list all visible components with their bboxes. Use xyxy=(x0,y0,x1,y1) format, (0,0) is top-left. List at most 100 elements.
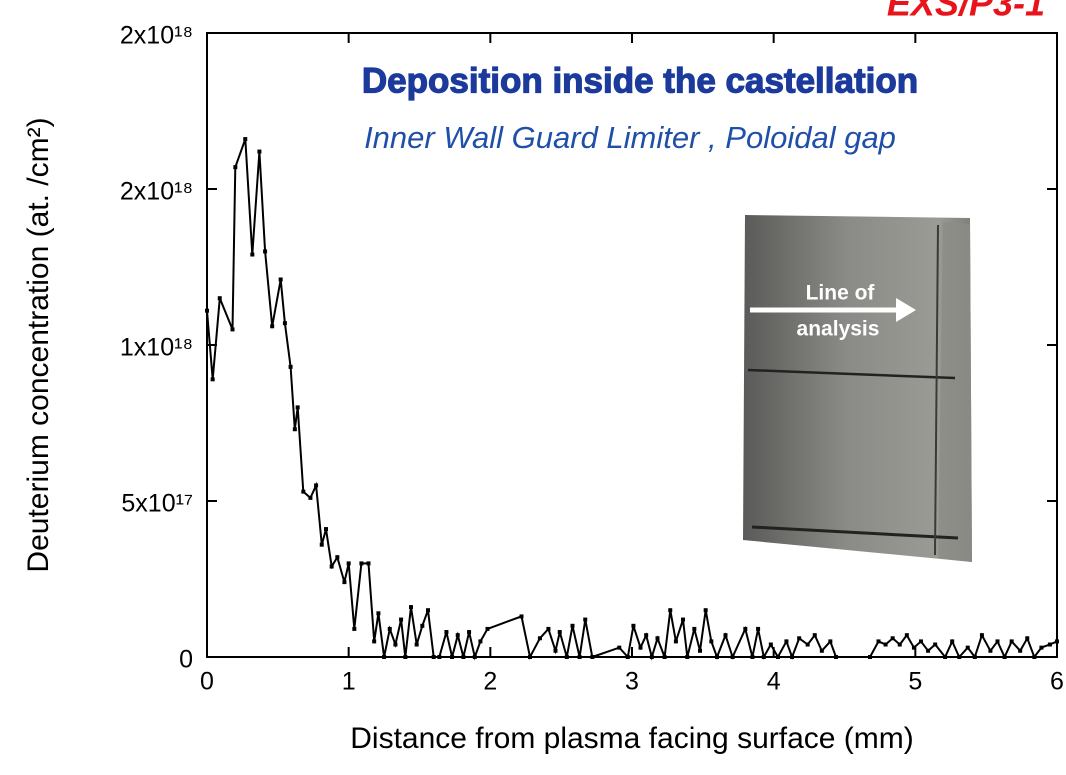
data-point xyxy=(571,624,575,628)
x-tick-label: 2 xyxy=(483,668,497,696)
data-point xyxy=(776,655,780,659)
data-point xyxy=(933,643,937,647)
data-point xyxy=(432,655,436,659)
data-point xyxy=(877,639,881,643)
data-point xyxy=(335,555,339,559)
data-point xyxy=(919,639,923,643)
x-tick-label: 0 xyxy=(200,668,214,696)
y-axis-title: Deuterium concentration (at. /cm²) xyxy=(22,117,55,572)
data-point xyxy=(1039,646,1043,650)
data-point xyxy=(263,249,267,253)
data-point xyxy=(905,633,909,637)
y-tick-label: 0 xyxy=(179,646,193,674)
data-point xyxy=(250,253,254,257)
data-point xyxy=(565,655,569,659)
data-point xyxy=(681,618,685,622)
y-tick-label: 1x10¹⁸ xyxy=(120,334,193,362)
data-point xyxy=(520,614,524,618)
annotation: Line of xyxy=(806,282,876,305)
annotation: analysis xyxy=(797,318,880,341)
x-axis-title: Distance from plasma facing surface (mm) xyxy=(350,722,914,755)
data-point xyxy=(314,483,318,487)
y-tick-label: 2x10¹⁸ xyxy=(120,178,193,206)
data-point xyxy=(528,655,532,659)
data-point xyxy=(330,565,334,569)
data-point xyxy=(399,618,403,622)
data-point xyxy=(674,639,678,643)
data-point xyxy=(715,655,719,659)
data-point xyxy=(231,327,235,331)
data-point xyxy=(211,377,215,381)
data-point xyxy=(813,633,817,637)
data-point xyxy=(486,627,490,631)
data-point xyxy=(668,608,672,612)
data-point xyxy=(538,636,542,640)
x-tick-label: 1 xyxy=(342,668,356,696)
data-point xyxy=(1032,655,1036,659)
data-point xyxy=(834,655,838,659)
data-point xyxy=(617,646,621,650)
data-point xyxy=(663,655,667,659)
data-point xyxy=(308,496,312,500)
data-point xyxy=(709,639,713,643)
data-point xyxy=(456,633,460,637)
data-point xyxy=(966,646,970,650)
data-point xyxy=(769,643,773,647)
data-point xyxy=(376,611,380,615)
data-point xyxy=(347,561,351,565)
data-point xyxy=(743,627,747,631)
data-point xyxy=(1018,649,1022,653)
data-point xyxy=(692,627,696,631)
data-point xyxy=(996,639,1000,643)
data-point xyxy=(420,624,424,628)
data-point xyxy=(320,543,324,547)
data-point xyxy=(450,655,454,659)
data-point xyxy=(293,427,297,431)
data-point xyxy=(943,655,947,659)
data-point xyxy=(257,150,261,154)
data-point xyxy=(988,649,992,653)
data-point xyxy=(467,630,471,634)
data-point xyxy=(578,655,582,659)
data-point xyxy=(957,655,961,659)
data-point xyxy=(656,636,660,640)
data-point xyxy=(884,643,888,647)
data-point xyxy=(891,636,895,640)
data-point xyxy=(554,649,558,653)
data-point xyxy=(1010,639,1014,643)
y-tick-label: 2x10¹⁸ xyxy=(120,22,193,50)
data-point xyxy=(473,655,477,659)
data-point xyxy=(784,639,788,643)
corner-label: EXS/P3-1 xyxy=(887,0,1045,24)
data-point xyxy=(631,624,635,628)
data-point xyxy=(756,627,760,631)
chart-subtitle: Inner Wall Guard Limiter , Poloidal gap xyxy=(364,120,896,155)
data-point xyxy=(973,655,977,659)
data-point xyxy=(296,405,300,409)
data-point xyxy=(233,165,237,169)
data-point xyxy=(790,655,794,659)
data-point xyxy=(639,646,643,650)
data-point xyxy=(218,296,222,300)
data-point xyxy=(372,639,376,643)
x-tick-label: 3 xyxy=(625,668,639,696)
x-tick-label: 6 xyxy=(1050,668,1064,696)
data-point xyxy=(461,655,465,659)
data-point xyxy=(283,321,287,325)
data-point xyxy=(324,527,328,531)
data-point xyxy=(704,608,708,612)
data-point xyxy=(409,605,413,609)
x-tick-label: 4 xyxy=(767,668,781,696)
chart: Line of analysis EXS/P3-1 Deposition ins… xyxy=(0,0,1066,775)
data-point xyxy=(950,639,954,643)
data-point xyxy=(243,137,247,141)
data-point xyxy=(367,561,371,565)
data-point xyxy=(444,630,448,634)
data-point xyxy=(205,309,209,313)
data-point xyxy=(546,627,550,631)
data-point xyxy=(898,643,902,647)
data-point xyxy=(393,643,397,647)
data-point xyxy=(426,608,430,612)
data-point xyxy=(590,655,594,659)
inset-photo xyxy=(743,215,972,562)
